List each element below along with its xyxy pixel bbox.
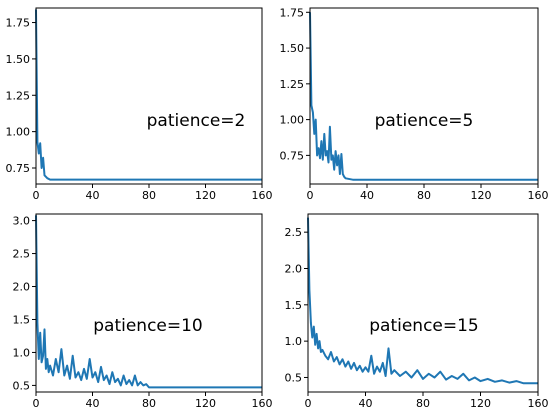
patience-annotation: patience=10 [93, 316, 203, 336]
y-tick-label: 0.75 [280, 149, 305, 162]
subplot-4: 0 40 80 120 160 0.5 1.0 1.5 2.0 2.5 patience=15 [285, 213, 549, 410]
patience-annotation: patience=2 [147, 111, 246, 131]
patience-annotation: patience=5 [375, 111, 474, 131]
x-tick-label: 0 [305, 397, 312, 410]
x-tick-label: 120 [195, 189, 216, 202]
subplot-3: 0 40 80 120 160 0.5 1.0 1.5 2.0 2.5 3.0 patience=10 [13, 213, 273, 410]
x-tick-label: 160 [528, 397, 549, 410]
plot-frame [35, 7, 263, 185]
x-tick-label: 40 [86, 397, 100, 410]
plot-frame [309, 7, 539, 185]
x-tick-label: 0 [307, 189, 314, 202]
series-line [307, 217, 538, 385]
y-tick-label: 1.0 [285, 335, 303, 348]
y-tick-label: 2.0 [285, 262, 303, 275]
plot-frame [307, 213, 539, 393]
y-tick-label: 1.50 [280, 42, 305, 55]
y-tick-label: 1.75 [280, 6, 305, 19]
y-tick-label: 0.75 [6, 162, 31, 175]
y-tick-label: 1.50 [6, 53, 31, 66]
x-tick-label: 120 [195, 397, 216, 410]
y-tick-label: 1.00 [280, 114, 305, 127]
patience-annotation: patience=15 [369, 316, 479, 336]
x-tick-label: 80 [416, 397, 430, 410]
x-tick-label: 160 [252, 189, 273, 202]
x-tick-label: 80 [417, 189, 431, 202]
x-tick-label: 40 [86, 189, 100, 202]
x-tick-label: 80 [142, 189, 156, 202]
x-tick-label: 0 [33, 189, 40, 202]
x-tick-label: 160 [528, 189, 549, 202]
subplot-2: 0 40 80 120 160 0.75 1.00 1.25 1.50 1.75 patience=… [280, 6, 549, 202]
x-tick-label: 160 [252, 397, 273, 410]
x-tick-label: 120 [470, 397, 491, 410]
x-tick-label: 0 [33, 397, 40, 410]
plot-frame [35, 213, 263, 393]
y-tick-label: 1.0 [13, 346, 31, 359]
y-tick-label: 2.5 [285, 226, 303, 239]
x-tick-label: 80 [142, 397, 156, 410]
y-tick-label: 3.0 [13, 215, 31, 228]
y-tick-label: 1.25 [6, 89, 31, 102]
series-line [35, 215, 262, 389]
series-line [35, 9, 262, 181]
y-tick-label: 2.0 [13, 281, 31, 294]
x-tick-label: 40 [359, 397, 373, 410]
y-tick-label: 0.5 [13, 379, 31, 392]
y-tick-label: 1.25 [280, 78, 305, 91]
y-tick-label: 2.5 [13, 248, 31, 261]
y-tick-label: 1.5 [13, 313, 31, 326]
series-line [309, 12, 538, 181]
x-tick-label: 40 [360, 189, 374, 202]
subplot-1: 0 40 80 120 160 0.75 1.00 1.25 1.50 1.75 patience=… [6, 7, 273, 202]
y-tick-label: 1.00 [6, 126, 31, 139]
y-tick-label: 1.5 [285, 299, 303, 312]
y-tick-label: 0.5 [285, 371, 303, 384]
y-tick-label: 1.75 [6, 17, 31, 30]
x-tick-label: 120 [471, 189, 492, 202]
